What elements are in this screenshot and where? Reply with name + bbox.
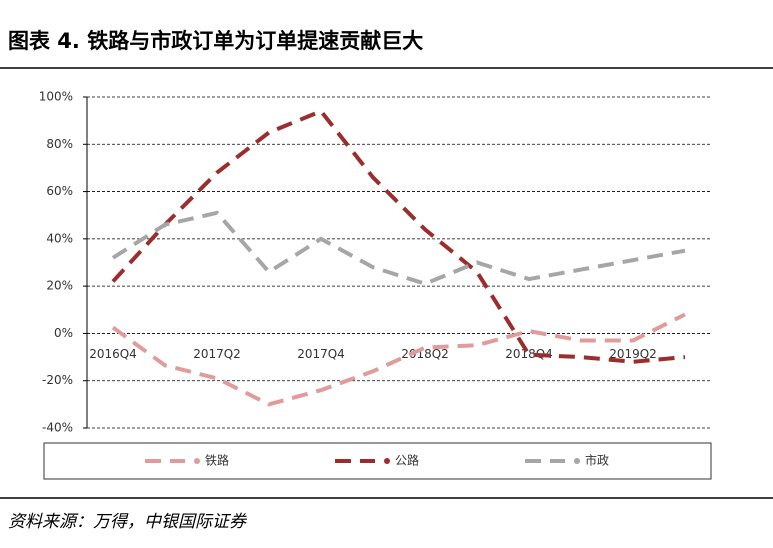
y-tick-label: 40% [46, 231, 73, 245]
series-line [111, 312, 686, 407]
y-tick-label: 100% [39, 90, 73, 104]
source: 资料来源：万得，中银国际证券 [8, 512, 248, 532]
y-tick-label: 0% [54, 326, 73, 340]
legend-label: 铁路 [205, 453, 229, 468]
chart-title: 图表 4. 铁路与市政订单为订单提速贡献巨大 [8, 29, 423, 53]
x-tick-label: 2019Q2 [609, 347, 657, 361]
legend-marker [384, 458, 390, 464]
legend-box [43, 442, 712, 480]
x-tick-label: 2017Q2 [193, 347, 241, 361]
series-line [111, 210, 686, 286]
y-tick-label: 20% [46, 279, 73, 293]
x-tick-label: 2018Q4 [505, 347, 553, 361]
y-tick-label: -20% [42, 373, 73, 387]
y-tick-label: -40% [42, 421, 73, 435]
x-tick-label: 2018Q2 [401, 347, 449, 361]
x-tick-label: 2017Q4 [297, 347, 345, 361]
y-tick-label: 80% [46, 137, 73, 151]
legend-marker [574, 458, 580, 464]
series-line [111, 108, 686, 364]
x-tick-label: 2016Q4 [89, 347, 137, 361]
legend-label: 市政 [585, 453, 609, 468]
legend-marker [194, 458, 200, 464]
y-tick-label: 60% [46, 184, 73, 198]
legend-label: 公路 [395, 453, 419, 468]
